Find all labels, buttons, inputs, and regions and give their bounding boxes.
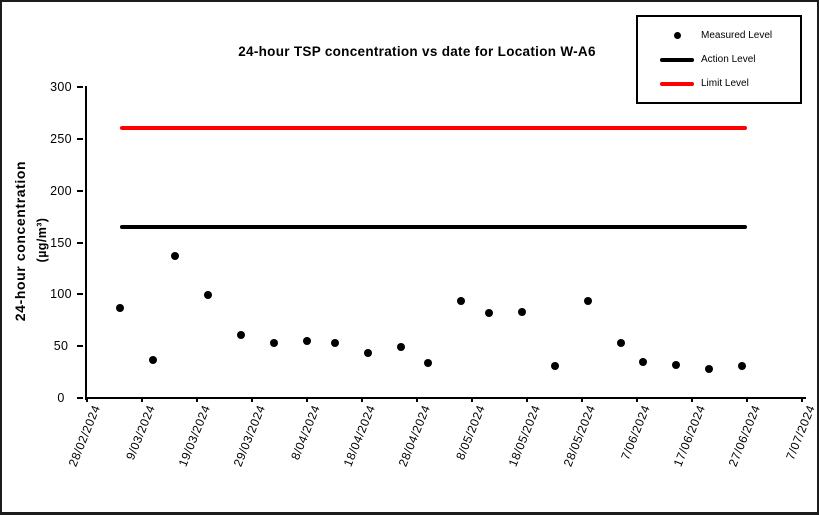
data-point xyxy=(704,364,713,373)
data-point xyxy=(149,355,157,364)
x-tick-label: 28/05/2024 xyxy=(560,403,598,469)
x-tick-label: 19/03/2024 xyxy=(175,403,213,469)
legend-item-label: Measured Level xyxy=(701,30,773,41)
y-axis-line xyxy=(85,86,87,400)
y-axis-label: 24-hour concentration xyxy=(12,160,28,322)
y-tick xyxy=(77,397,83,399)
y-tick xyxy=(77,86,83,88)
x-tick xyxy=(306,397,308,402)
data-point xyxy=(457,296,465,305)
x-tick-label: 27/06/2024 xyxy=(725,403,763,469)
data-point xyxy=(363,349,372,358)
legend-item-label: Action Level xyxy=(701,54,756,65)
y-tick xyxy=(77,137,83,140)
data-point xyxy=(171,251,179,260)
x-tick-label: 9/03/2024 xyxy=(123,403,158,462)
data-point xyxy=(517,307,526,316)
data-point xyxy=(583,296,592,305)
y-tick-label: 100 xyxy=(50,287,72,302)
data-point xyxy=(330,339,339,348)
x-axis-line xyxy=(85,397,806,399)
x-tick-label: 28/04/2024 xyxy=(395,403,433,469)
x-tick xyxy=(251,397,253,402)
legend-item: Action Level xyxy=(638,54,800,65)
x-tick xyxy=(581,397,583,402)
legend-marker-shape xyxy=(660,57,694,62)
x-tick xyxy=(746,397,748,402)
x-tick xyxy=(416,397,418,402)
x-tick xyxy=(471,397,473,402)
data-point xyxy=(237,330,245,339)
data-point xyxy=(270,339,278,348)
y-tick xyxy=(77,345,83,348)
x-tick xyxy=(526,397,528,402)
data-point xyxy=(204,291,212,300)
y-tick-label: 50 xyxy=(53,339,69,354)
x-tick-label: 8/05/2024 xyxy=(453,403,488,462)
data-point xyxy=(116,303,124,312)
x-tick-label: 28/02/2024 xyxy=(65,403,103,469)
legend-marker-shape xyxy=(673,32,681,39)
data-point xyxy=(424,358,432,367)
x-tick-label: 29/03/2024 xyxy=(230,403,268,469)
legend: Measured Level Action Level Limit Level xyxy=(636,15,802,104)
legend-item: Measured Level xyxy=(638,30,800,41)
data-point xyxy=(671,360,680,369)
x-tick-label: 18/05/2024 xyxy=(505,403,543,469)
y-tick xyxy=(77,189,83,192)
y-tick-label: 250 xyxy=(50,131,72,146)
legend-line-marker-icon xyxy=(655,57,699,62)
y-tick-label: 150 xyxy=(50,235,72,250)
x-tick-label: 17/06/2024 xyxy=(670,403,708,469)
y-tick xyxy=(77,293,83,296)
data-point xyxy=(616,339,625,348)
x-tick xyxy=(691,397,693,402)
x-tick xyxy=(361,397,363,402)
legend-marker-shape xyxy=(660,81,694,86)
x-tick-label: 7/07/2024 xyxy=(783,403,818,462)
data-point xyxy=(737,361,746,370)
y-tick-label: 0 xyxy=(57,391,65,405)
data-point xyxy=(303,336,311,345)
x-tick xyxy=(141,397,143,402)
limit-level-line xyxy=(120,126,747,131)
y-tick-label: 200 xyxy=(50,183,72,198)
chart-title: 24-hour TSP concentration vs date for Lo… xyxy=(238,44,596,59)
legend-line-marker-icon xyxy=(655,81,699,86)
y-tick-label: 300 xyxy=(50,80,72,94)
data-point xyxy=(550,361,559,370)
data-point xyxy=(484,308,493,317)
data-point xyxy=(396,343,405,352)
y-tick xyxy=(77,241,83,244)
x-tick xyxy=(86,397,88,402)
x-tick-label: 8/04/2024 xyxy=(288,403,323,462)
legend-item: Limit Level xyxy=(638,78,800,89)
action-level-line xyxy=(120,224,747,229)
legend-dot-marker-icon xyxy=(655,32,699,39)
x-tick-label: 7/06/2024 xyxy=(618,403,653,462)
x-tick xyxy=(196,397,198,402)
x-tick-label: 18/04/2024 xyxy=(340,403,378,469)
data-point xyxy=(638,357,647,366)
legend-item-label: Limit Level xyxy=(701,78,749,89)
x-tick xyxy=(801,397,803,402)
x-tick xyxy=(636,397,638,402)
